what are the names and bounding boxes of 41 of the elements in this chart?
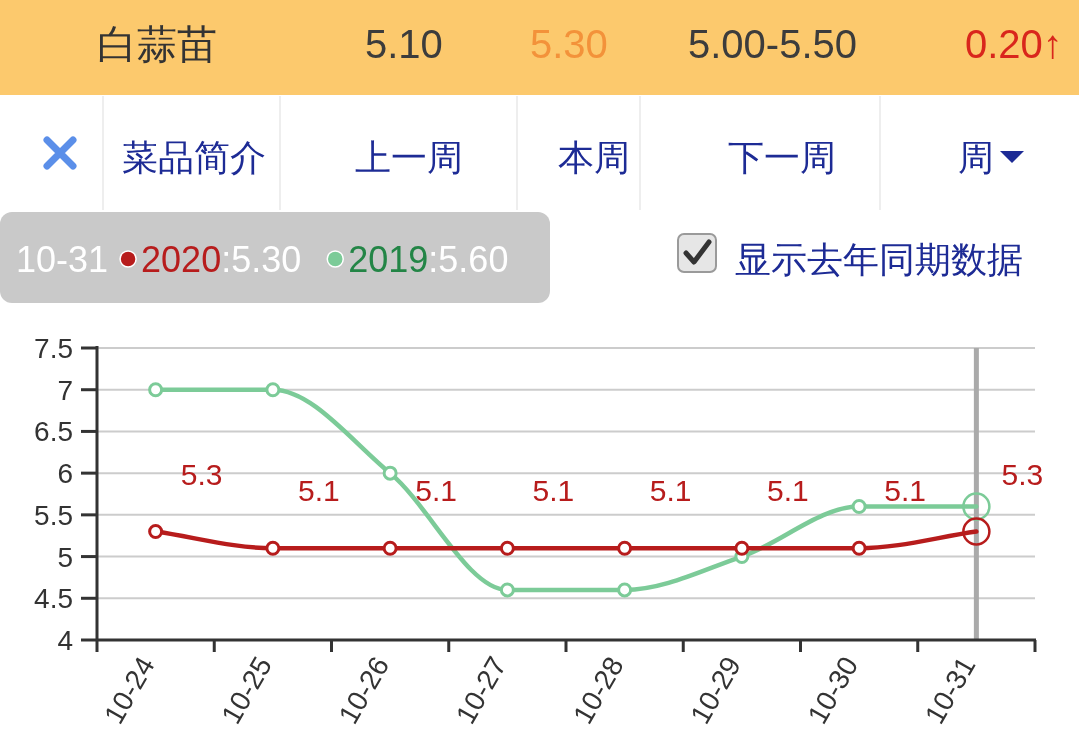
data-label: 5.1: [884, 474, 926, 508]
data-label: 5.1: [767, 474, 809, 508]
data-label: 5.3: [1001, 457, 1044, 491]
data-label: 5.1: [649, 474, 692, 508]
text: 上一周: [355, 137, 463, 178]
y-tick-label: 7.5: [34, 333, 73, 364]
y-tick-label: 6.5: [34, 416, 73, 448]
point: [382, 540, 398, 556]
legend-label: 2020: [141, 239, 222, 280]
legend-label: 2019: [348, 239, 429, 280]
point: [148, 382, 164, 398]
point: [734, 540, 750, 556]
y-tick-label: 7: [57, 374, 73, 406]
text: 菜品简介: [122, 137, 266, 178]
text: 下一周: [728, 137, 836, 178]
point: [617, 540, 633, 556]
y-tick-label: 4: [57, 625, 73, 656]
data-label: 5.1: [298, 474, 340, 508]
data-label: 5.3: [180, 457, 223, 491]
data-label: 5.1: [415, 474, 457, 508]
point: [265, 540, 281, 556]
point: [148, 524, 164, 540]
y-tick-label: 4.5: [34, 583, 73, 615]
y-tick-label: 5: [57, 541, 73, 573]
data-label: 5.1: [532, 474, 575, 508]
point: [617, 582, 633, 598]
point: [499, 540, 515, 556]
chart-title: 白蒜苗: [97, 22, 217, 66]
text: 本周: [558, 137, 630, 178]
text: 显示去年同期数据: [735, 239, 1023, 280]
text: 5.10: [365, 22, 443, 66]
point: [851, 540, 867, 556]
text: 周: [958, 137, 994, 178]
point: [265, 382, 281, 398]
point: [382, 465, 398, 481]
text: 5.00-5.50: [688, 22, 858, 66]
point: [851, 499, 867, 515]
y-tick-label: 5.5: [34, 499, 73, 531]
text: 0.20↑: [965, 22, 1063, 66]
point: [499, 582, 515, 598]
y-tick-label: 6: [57, 458, 73, 490]
